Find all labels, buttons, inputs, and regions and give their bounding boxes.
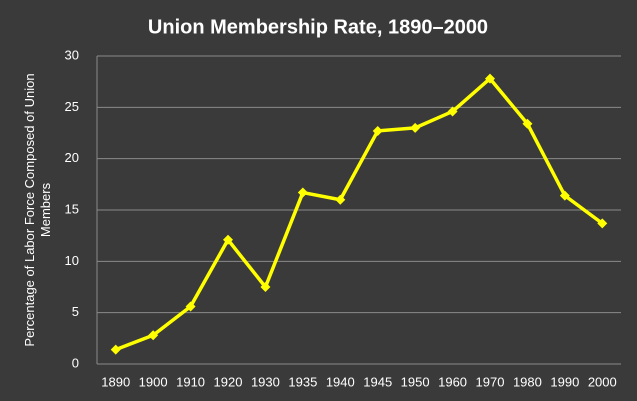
y-tick-label: 5 — [72, 304, 79, 319]
data-point — [185, 301, 196, 312]
data-point — [372, 125, 383, 136]
data-point — [597, 218, 608, 229]
x-tick-label: 1920 — [214, 374, 243, 389]
data-point — [260, 282, 271, 292]
x-tick-label: 1950 — [401, 374, 430, 389]
y-tick-label: 10 — [65, 253, 79, 268]
y-axis-title: Percentage of Labor Force Composed of Un… — [22, 73, 53, 347]
data-point — [148, 330, 159, 341]
x-tick-label: 1940 — [326, 374, 355, 389]
data-point — [335, 194, 346, 205]
y-tick-label: 25 — [65, 99, 79, 114]
x-tick-label: 1900 — [139, 374, 168, 389]
y-tick-label: 20 — [65, 150, 79, 165]
x-tick-label: 1910 — [176, 374, 205, 389]
x-tick-label: 1945 — [363, 374, 392, 389]
x-tick-label: 1930 — [251, 374, 280, 389]
data-point — [410, 122, 421, 133]
x-tick-label: 1890 — [101, 374, 130, 389]
chart-title: Union Membership Rate, 1890–2000 — [148, 16, 488, 38]
data-line — [115, 76, 604, 352]
data-point — [223, 234, 233, 245]
data-point — [447, 106, 458, 117]
x-tick-label: 1935 — [288, 374, 317, 389]
x-tick-label: 1970 — [476, 374, 505, 389]
data-point — [297, 187, 308, 198]
x-tick-label: 1960 — [438, 374, 467, 389]
data-point — [110, 344, 121, 355]
data-point — [559, 190, 570, 201]
x-tick-label: 1980 — [513, 374, 542, 389]
data-point — [485, 73, 495, 84]
y-tick-label: 0 — [72, 355, 79, 370]
data-point — [522, 118, 533, 129]
y-tick-label: 30 — [65, 47, 79, 62]
x-tick-label: 1990 — [550, 374, 579, 389]
x-tick-label: 2000 — [588, 374, 617, 389]
y-tick-label: 15 — [65, 201, 79, 216]
